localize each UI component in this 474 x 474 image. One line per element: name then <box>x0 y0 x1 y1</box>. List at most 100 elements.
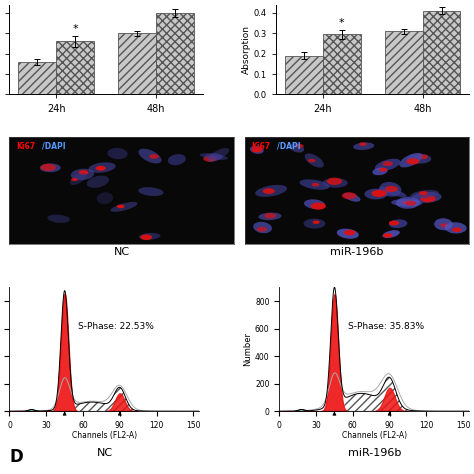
Circle shape <box>344 230 356 235</box>
Circle shape <box>79 170 88 175</box>
Circle shape <box>149 154 159 159</box>
Text: Ki67: Ki67 <box>16 142 36 151</box>
Ellipse shape <box>108 148 128 159</box>
Ellipse shape <box>323 178 348 188</box>
Ellipse shape <box>290 143 304 153</box>
Ellipse shape <box>89 162 116 173</box>
Circle shape <box>419 191 428 195</box>
Bar <box>18 62 56 94</box>
Ellipse shape <box>305 154 324 168</box>
X-axis label: miR-196b: miR-196b <box>330 247 384 257</box>
Circle shape <box>203 155 217 162</box>
Ellipse shape <box>303 219 325 228</box>
Ellipse shape <box>407 154 431 164</box>
Text: NC: NC <box>96 448 112 458</box>
Circle shape <box>383 233 392 237</box>
Ellipse shape <box>389 219 407 228</box>
Ellipse shape <box>373 167 388 175</box>
Y-axis label: Absorption: Absorption <box>242 25 251 74</box>
Bar <box>323 34 361 94</box>
Ellipse shape <box>138 149 162 164</box>
Circle shape <box>440 223 449 228</box>
Ellipse shape <box>70 173 87 185</box>
Circle shape <box>385 189 392 192</box>
Ellipse shape <box>255 185 287 197</box>
Ellipse shape <box>208 148 229 162</box>
Bar <box>118 33 156 94</box>
Circle shape <box>372 190 386 197</box>
Bar <box>56 41 94 94</box>
Ellipse shape <box>365 189 387 200</box>
Circle shape <box>140 235 152 240</box>
Ellipse shape <box>71 169 94 180</box>
Ellipse shape <box>434 218 453 230</box>
Circle shape <box>383 161 393 166</box>
Circle shape <box>407 158 419 164</box>
Circle shape <box>264 213 276 219</box>
Ellipse shape <box>343 193 361 202</box>
Text: S-Phase: 22.53%: S-Phase: 22.53% <box>78 322 154 331</box>
Ellipse shape <box>200 153 228 160</box>
Circle shape <box>308 159 316 163</box>
Circle shape <box>41 164 56 171</box>
Circle shape <box>327 178 342 185</box>
Ellipse shape <box>379 187 406 197</box>
Text: /DAPI: /DAPI <box>42 142 65 151</box>
Ellipse shape <box>258 212 282 220</box>
Ellipse shape <box>391 199 422 207</box>
Circle shape <box>389 220 399 226</box>
Ellipse shape <box>168 154 186 165</box>
Ellipse shape <box>375 159 401 171</box>
Ellipse shape <box>353 142 374 150</box>
Ellipse shape <box>410 190 439 199</box>
Ellipse shape <box>47 215 70 223</box>
Circle shape <box>452 228 462 232</box>
Circle shape <box>263 188 275 194</box>
Text: miR-196b: miR-196b <box>347 448 401 458</box>
Text: /DAPI: /DAPI <box>277 142 301 151</box>
Ellipse shape <box>97 192 113 204</box>
Y-axis label: Number: Number <box>243 332 252 366</box>
Circle shape <box>296 144 304 148</box>
Ellipse shape <box>138 187 164 196</box>
Ellipse shape <box>396 197 420 209</box>
Circle shape <box>312 220 320 224</box>
Circle shape <box>252 147 263 153</box>
Circle shape <box>418 155 428 159</box>
Circle shape <box>385 186 398 192</box>
Ellipse shape <box>40 164 61 172</box>
Ellipse shape <box>300 179 329 190</box>
Circle shape <box>342 192 356 199</box>
Bar <box>384 31 422 94</box>
Ellipse shape <box>379 182 401 197</box>
Circle shape <box>379 168 387 172</box>
Text: S-Phase: 35.83%: S-Phase: 35.83% <box>347 322 424 331</box>
Ellipse shape <box>337 228 359 239</box>
Circle shape <box>406 201 416 206</box>
Circle shape <box>420 195 436 202</box>
Text: Ki67: Ki67 <box>252 142 271 151</box>
Ellipse shape <box>250 146 264 154</box>
Circle shape <box>311 202 326 210</box>
X-axis label: Channels (FL2-A): Channels (FL2-A) <box>72 431 137 440</box>
Ellipse shape <box>110 202 137 212</box>
Ellipse shape <box>139 233 161 240</box>
Bar <box>285 56 323 94</box>
Circle shape <box>117 205 125 208</box>
Text: *: * <box>339 18 345 28</box>
Circle shape <box>257 227 267 232</box>
Circle shape <box>71 178 78 181</box>
Ellipse shape <box>253 222 272 233</box>
X-axis label: Channels (FL2-A): Channels (FL2-A) <box>342 431 407 440</box>
Ellipse shape <box>399 153 423 167</box>
Circle shape <box>359 142 367 146</box>
Bar <box>156 13 194 94</box>
Text: D: D <box>9 448 23 466</box>
Ellipse shape <box>412 192 442 203</box>
X-axis label: NC: NC <box>114 247 130 257</box>
Circle shape <box>96 166 106 171</box>
Ellipse shape <box>445 222 466 234</box>
Bar <box>422 11 460 94</box>
Ellipse shape <box>87 175 109 188</box>
Text: *: * <box>73 24 78 34</box>
